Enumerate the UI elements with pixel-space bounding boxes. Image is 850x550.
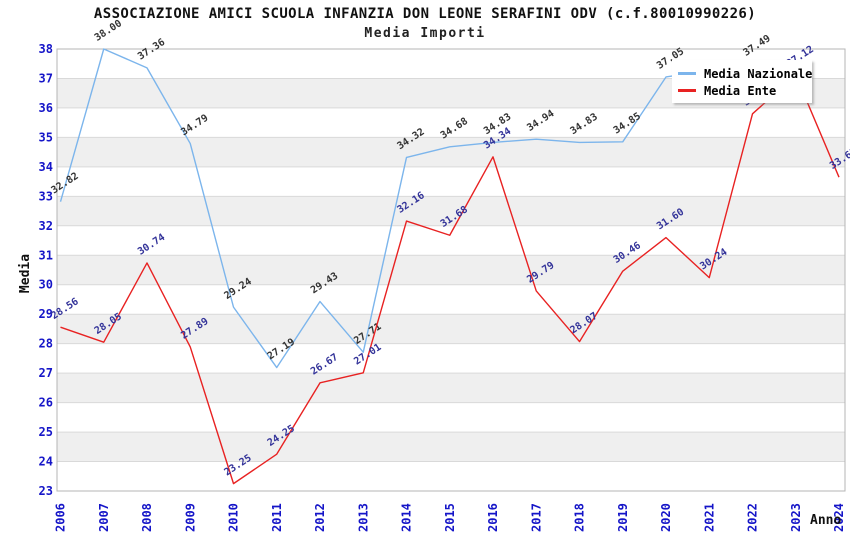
y-tick-label: 38 [39,42,53,56]
x-tick-label: 2008 [140,503,154,532]
y-tick-label: 27 [39,366,53,380]
legend-item-media-nazionale[interactable]: Media Nazionale [678,65,812,82]
y-tick-label: 28 [39,337,53,351]
chart-subtitle: Media Importi [364,26,486,41]
media-nazionale-line [59,48,753,369]
x-tick-label: 2011 [270,503,284,532]
x-tick-label: 2023 [789,503,803,532]
y-tick-label: 26 [39,396,53,410]
media-nazionale-line-swatch [678,72,696,75]
legend-item-media-ente[interactable]: Media Ente [678,82,812,99]
y-tick-label: 30 [39,278,53,292]
x-tick-label: 2024 [832,503,846,532]
chart-title: ASSOCIAZIONE AMICI SCUOLA INFANZIA DON L… [93,6,757,22]
y-tick-label: 31 [39,248,53,262]
media-ente-line [60,74,840,485]
media-nazionale-value-label: 32.82 [50,171,81,197]
x-tick-label: 2016 [486,503,500,532]
y-tick-label: 34 [39,160,53,174]
x-tick-label: 2009 [183,503,197,532]
x-tick-label: 2020 [659,503,673,532]
y-tick-label: 32 [39,219,53,233]
y-tick-label: 29 [39,307,53,321]
y-tick-label: 24 [39,455,53,469]
x-tick-label: 2012 [313,503,327,532]
y-tick-label: 23 [39,484,53,498]
y-axis-title: Media [18,253,34,294]
plot-border [56,48,846,492]
y-tick-label: 35 [39,130,53,144]
x-tick-label: 2007 [97,503,111,532]
x-tick-label: 2015 [443,503,457,532]
x-tick-label: 2006 [54,503,68,532]
media-nazionale-value-label: 34.85 [612,111,643,137]
x-axis-ticks: 2006 2007 2008 2009 2010 2011 2012 2013 2014 2015… [54,503,847,532]
x-tick-label: 2021 [702,503,716,532]
chart-legend: Media Nazionale Media Ente [672,60,812,103]
media-nazionale-value-label: 34.94 [525,108,556,134]
y-tick-label: 25 [39,425,53,439]
x-tick-label: 2022 [746,503,760,532]
x-tick-label: 2013 [356,503,370,532]
y-tick-label: 36 [39,101,53,115]
x-tick-label: 2014 [400,503,414,532]
x-tick-label: 2018 [573,503,587,532]
y-axis-ticks: 23 24 25 26 27 28 29 30 31 32 33 34 35 36 37 38 [39,42,53,498]
media-nazionale-value-label: 34.83 [569,112,600,138]
x-axis-title: Anno [810,513,842,528]
media-ente-value-label: 30.74 [136,232,167,258]
media-nazionale-value-label: 34.79 [179,113,210,139]
media-ente-line-swatch [678,89,696,92]
y-tick-label: 37 [39,71,53,85]
legend-label: Media Nazionale [704,66,813,81]
legend-label: Media Ente [704,83,777,98]
y-tick-label: 33 [39,189,53,203]
x-tick-label: 2010 [227,503,241,532]
x-tick-label: 2017 [529,503,543,532]
x-tick-label: 2019 [616,503,630,532]
